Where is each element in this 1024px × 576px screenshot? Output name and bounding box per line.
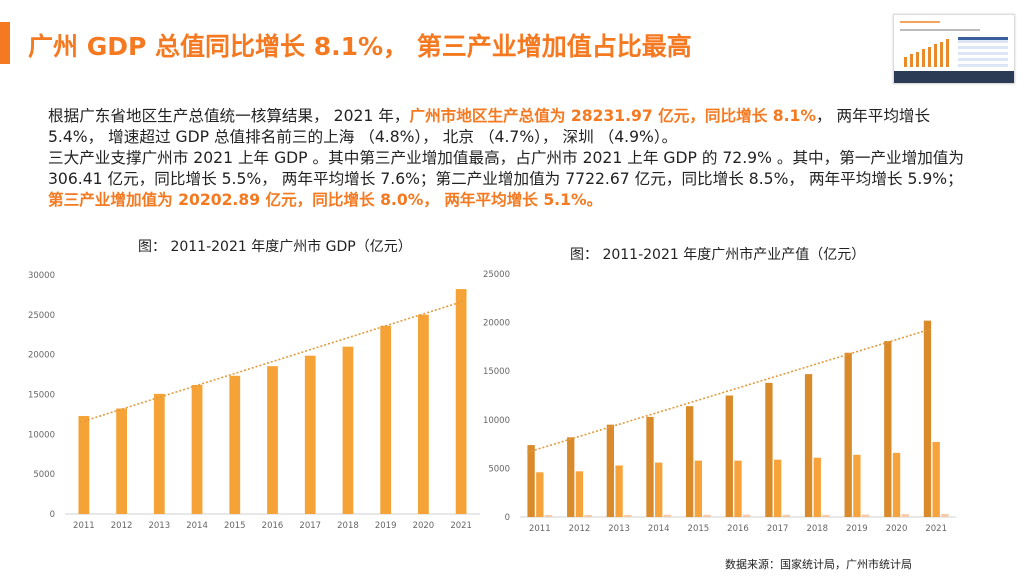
y-tick-label: 15000: [28, 391, 55, 401]
y-tick-label: 0: [505, 513, 510, 523]
bar-2017-1: [304, 355, 316, 514]
x-tick-label: 2021: [450, 521, 472, 531]
y-tick-label: 0: [50, 510, 55, 520]
x-tick-label: 2019: [375, 521, 397, 531]
x-tick-label: 2021: [925, 524, 947, 534]
x-tick-label: 2016: [262, 521, 284, 531]
bar-2011-1: [527, 445, 535, 517]
bar-2014-3: [663, 514, 672, 517]
bar-2019-2: [853, 454, 861, 517]
y-tick-label: 25000: [28, 311, 55, 321]
data-source: 数据来源：国家统计局，广州市统计局: [725, 558, 912, 571]
highlight-gdp: 广州市地区生产总值为 28231.97 亿元，同比增长 8.1%: [409, 107, 816, 125]
x-tick-label: 2018: [337, 521, 359, 531]
y-tick-label: 20000: [483, 319, 510, 329]
y-tick-label: 5000: [33, 470, 55, 480]
gdp-bar-chart: 0 5000 10000 15000 20000 25000 30000 2011 2012 20…: [28, 271, 480, 531]
bar-2016-1: [267, 366, 278, 514]
trend-line: [526, 328, 932, 454]
x-tick-label: 2014: [186, 521, 208, 531]
x-tick-label: 2012: [569, 524, 591, 534]
x-tick-label: 2011: [529, 524, 551, 534]
x-tick-label: 2018: [806, 524, 828, 534]
y-tick-label: 25000: [483, 270, 510, 280]
x-tick-label: 2019: [846, 524, 868, 534]
industry-bar-chart: 0 5000 10000 15000 20000 25000 2011 2012 2013 201…: [483, 270, 956, 534]
bar-2017-3: [782, 514, 791, 517]
x-tick-label: 2012: [111, 521, 133, 531]
bar-2014-2: [655, 462, 663, 517]
bar-2014-1: [646, 416, 654, 517]
bar-2018-2: [813, 457, 821, 517]
bar-2013-2: [615, 465, 623, 517]
trend-line: [79, 300, 466, 424]
bar-2014-1: [191, 384, 203, 514]
bar-2020-2: [892, 452, 901, 517]
bar-2016-3: [743, 514, 751, 517]
bar-2020-1: [884, 341, 892, 517]
bar-2012-3: [584, 514, 592, 517]
x-tick-label: 2020: [413, 521, 435, 531]
y-tick-label: 10000: [483, 416, 510, 426]
bar-2012-2: [575, 471, 584, 517]
bar-2018-1: [342, 346, 354, 514]
title-accent-bar: [0, 22, 10, 64]
bar-2015-2: [694, 460, 703, 517]
bar-2017-1: [765, 382, 773, 517]
bar-2018-3: [822, 514, 830, 517]
industry-chart-title: 图： 2011-2021 年度广州市产业产值（亿元）: [570, 247, 866, 263]
x-tick-label: 2015: [224, 521, 246, 531]
bar-2017-2: [773, 459, 782, 517]
bar-2021-1: [455, 289, 467, 514]
x-tick-label: 2020: [886, 524, 908, 534]
bar-2011-1: [78, 415, 90, 514]
paragraph-gdp: 根据广东省地区生产总值统一核算结果， 2021 年，广州市地区生产总值为 282…: [48, 107, 931, 146]
bar-2011-3: [544, 515, 553, 517]
y-tick-label: 30000: [28, 271, 55, 281]
y-tick-label: 10000: [28, 430, 55, 440]
highlight-tertiary: 第三产业增加值为 20202.89 亿元，同比增长 8.0%， 两年平均增长 5…: [48, 191, 603, 209]
bar-2018-1: [804, 374, 813, 517]
x-tick-label: 2017: [767, 524, 789, 534]
y-tick-label: 20000: [28, 351, 55, 361]
gdp-chart-title: 图： 2011-2021 年度广州市 GDP（亿元）: [138, 239, 412, 255]
x-tick-label: 2017: [299, 521, 321, 531]
bar-2012-1: [567, 437, 575, 517]
x-tick-label: 2016: [727, 524, 749, 534]
bar-2021-2: [932, 441, 940, 517]
bar-2016-2: [734, 460, 742, 517]
bar-2013-3: [624, 514, 632, 517]
x-tick-label: 2011: [73, 521, 95, 531]
x-tick-label: 2013: [148, 521, 170, 531]
bar-2021-3: [941, 514, 949, 517]
bar-2020-3: [901, 514, 909, 517]
bar-2019-1: [380, 325, 392, 514]
bar-2015-1: [685, 406, 694, 517]
bar-2011-2: [536, 472, 544, 517]
x-tick-label: 2013: [608, 524, 630, 534]
page-title: 广州 GDP 总值同比增长 8.1%， 第三产业增加值占比最高: [28, 32, 692, 61]
bar-2015-1: [229, 375, 241, 514]
bar-2015-3: [703, 514, 711, 517]
bar-2016-1: [725, 395, 733, 517]
paragraph-industry: 三大产业支撑广州市 2021 上年 GDP 。其中第三产业增加值最高，占广州市 …: [48, 149, 964, 209]
bar-2019-3: [861, 514, 870, 517]
summary-text: 根据广东省地区生产总值统一核算结果， 2021 年，广州市地区生产总值为 282…: [48, 106, 978, 211]
bar-2020-1: [418, 314, 429, 514]
y-tick-label: 5000: [488, 464, 510, 474]
bar-2013-1: [153, 393, 165, 514]
bar-2012-1: [116, 408, 127, 514]
bar-2013-1: [606, 424, 615, 517]
bar-2021-1: [923, 320, 932, 517]
y-tick-label: 15000: [483, 367, 510, 377]
bar-2019-1: [844, 352, 852, 517]
x-tick-label: 2014: [648, 524, 670, 534]
slide-thumbnail[interactable]: [893, 14, 1015, 84]
x-tick-label: 2015: [688, 524, 710, 534]
